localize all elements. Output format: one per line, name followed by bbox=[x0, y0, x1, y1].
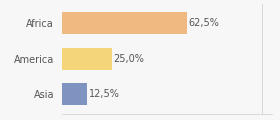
Text: 12,5%: 12,5% bbox=[88, 89, 120, 99]
Text: 62,5%: 62,5% bbox=[189, 18, 220, 28]
Bar bbox=[62, 12, 186, 34]
Bar bbox=[62, 48, 112, 70]
Text: 25,0%: 25,0% bbox=[114, 54, 144, 64]
Bar bbox=[62, 83, 87, 105]
